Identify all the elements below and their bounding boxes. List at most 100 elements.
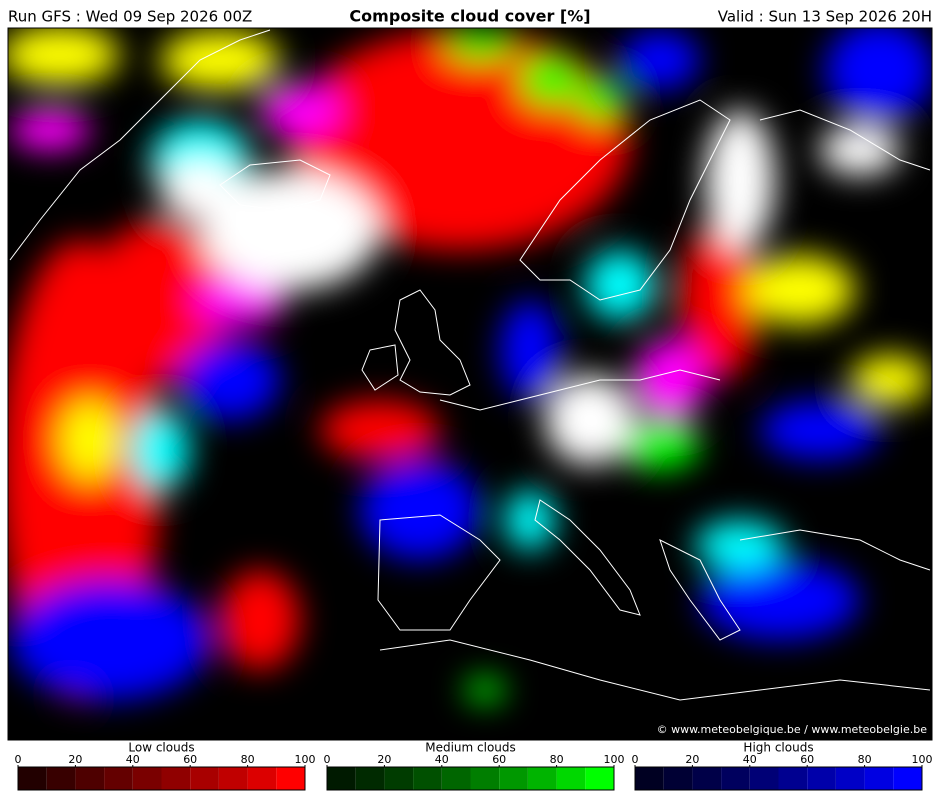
map-title: Composite cloud cover [%] — [349, 7, 590, 26]
cloud-area — [505, 490, 555, 550]
cloud-area — [160, 30, 280, 90]
tick-label: 20 — [68, 753, 82, 766]
cloud-area — [8, 28, 120, 85]
color-step — [190, 767, 219, 790]
cloud-area — [520, 55, 580, 105]
color-step — [721, 767, 750, 790]
color-step — [527, 767, 557, 790]
tick-label: 100 — [912, 753, 933, 766]
map: © www.meteobelgique.be / www.meteobelgie… — [8, 28, 932, 740]
cloud-area — [445, 30, 515, 60]
tick-label: 40 — [126, 753, 140, 766]
color-step — [327, 767, 356, 790]
cloud-area — [850, 355, 930, 405]
cloud-area — [180, 340, 280, 420]
cloud-area — [545, 375, 635, 465]
cloud-area — [220, 570, 300, 670]
cloud-area — [695, 520, 785, 570]
legend-title: Low clouds — [128, 741, 194, 755]
coastline — [377, 514, 501, 631]
colorbar-frame — [17, 766, 306, 791]
color-step — [864, 767, 894, 790]
cloud-area — [760, 400, 880, 460]
cloud-area — [90, 220, 230, 380]
cloud-area — [585, 250, 655, 320]
tick-label: 20 — [685, 753, 699, 766]
coastlines — [9, 29, 931, 701]
cloud-area — [705, 110, 775, 250]
tick-label: 80 — [858, 753, 872, 766]
cloud-area — [130, 410, 190, 490]
credit: © www.meteobelgique.be / www.meteobelgie… — [657, 723, 928, 736]
color-step — [893, 767, 922, 790]
cloud-area — [620, 30, 700, 90]
color-step — [585, 767, 614, 790]
coastline — [394, 289, 471, 396]
color-step — [355, 767, 385, 790]
tick-label: 20 — [377, 753, 391, 766]
valid-label: Valid : Sun 13 Sep 2026 20H — [718, 8, 932, 26]
cloud-area — [700, 560, 860, 640]
color-step — [247, 767, 277, 790]
tick-label: 40 — [435, 753, 449, 766]
color-step — [441, 767, 471, 790]
legend-title: High clouds — [743, 741, 813, 755]
legends: Low clouds 0 20 40 60 80 100 Medium clouds 0 20 40… — [15, 741, 933, 791]
tick-label: 60 — [492, 753, 506, 766]
cloud-area — [620, 420, 700, 470]
color-step — [499, 767, 528, 790]
coastline — [739, 529, 931, 571]
cloud-area — [680, 220, 760, 380]
color-step — [556, 767, 586, 790]
cloud-area — [825, 28, 932, 120]
color-step — [835, 767, 865, 790]
tick-label: 100 — [295, 753, 316, 766]
color-step — [46, 767, 76, 790]
cloud-area — [500, 300, 560, 400]
color-step — [132, 767, 162, 790]
legend-title: Medium clouds — [425, 741, 516, 755]
cloud-area — [200, 170, 380, 290]
cloud-area — [160, 160, 240, 220]
run-label: Run GFS : Wed 09 Sep 2026 00Z — [8, 8, 252, 26]
cloud-area — [465, 678, 505, 702]
cloud-area — [320, 400, 440, 460]
colorbar-frame — [634, 766, 923, 791]
cloud-area — [575, 80, 625, 120]
cloud-area — [10, 110, 90, 150]
color-step — [276, 767, 305, 790]
color-step — [635, 767, 664, 790]
color-step — [778, 767, 808, 790]
cloud-area — [195, 275, 285, 325]
coastline — [439, 369, 721, 411]
tick-label: 80 — [241, 753, 255, 766]
color-step — [663, 767, 693, 790]
coastline — [534, 499, 641, 616]
color-step — [807, 767, 836, 790]
coastline — [361, 344, 399, 391]
cloud-area — [260, 85, 340, 135]
coastline — [379, 639, 931, 701]
tick-label: 80 — [550, 753, 564, 766]
tick-label: 40 — [743, 753, 757, 766]
color-step — [692, 767, 722, 790]
color-step — [749, 767, 779, 790]
coastline — [219, 159, 331, 211]
map-frame — [7, 27, 933, 741]
color-step — [104, 767, 133, 790]
cloud-area — [745, 255, 855, 325]
tick-label: 100 — [604, 753, 625, 766]
cloud-area — [635, 340, 705, 420]
tick-label: 0 — [15, 753, 22, 766]
colorbar-frame — [326, 766, 615, 791]
cloud-area — [360, 460, 480, 560]
cloud-field — [8, 28, 932, 702]
color-step — [413, 767, 442, 790]
coastline — [519, 99, 731, 301]
cloud-area — [10, 580, 210, 700]
color-step — [18, 767, 47, 790]
tick-label: 0 — [324, 753, 331, 766]
coastline — [759, 109, 931, 171]
cloud-area — [60, 400, 120, 480]
